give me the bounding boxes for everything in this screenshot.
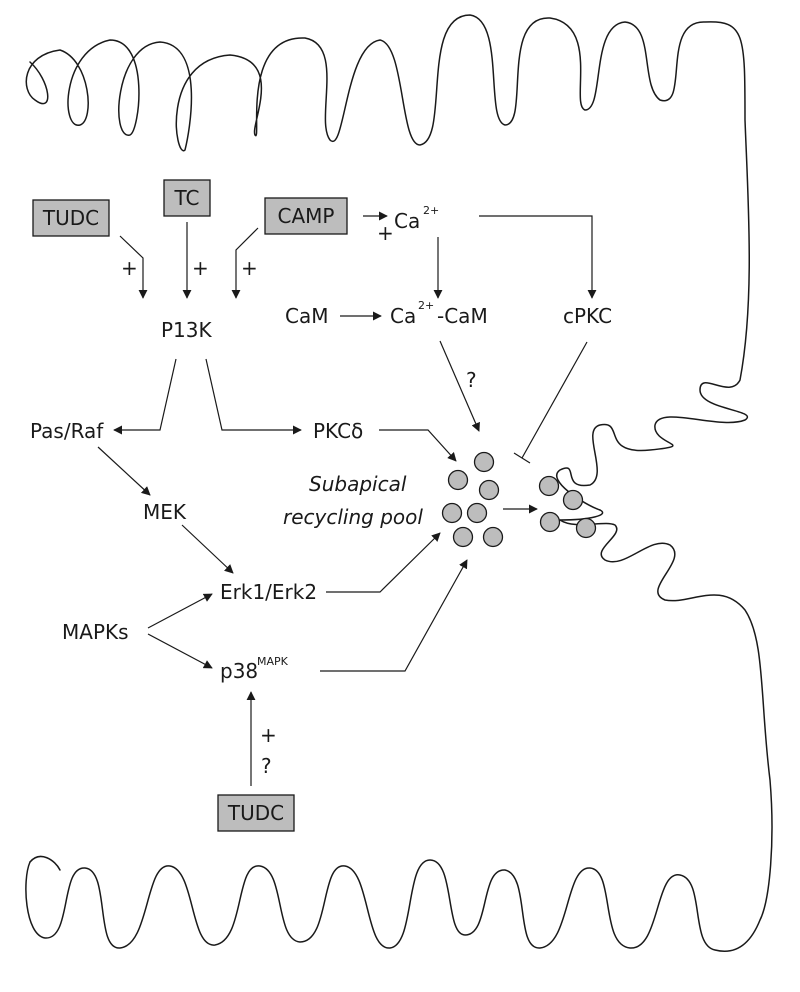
vesicle bbox=[452, 526, 474, 548]
pkc-delta-label: PKCδ bbox=[313, 419, 363, 443]
vesicle bbox=[466, 502, 488, 524]
tudc-bottom-box[interactable]: TUDC bbox=[217, 794, 295, 832]
vesicle bbox=[562, 489, 584, 511]
inhibition-bar bbox=[513, 452, 531, 464]
erk-label: Erk1/Erk2 bbox=[220, 580, 317, 604]
ca-superscript: 2+ bbox=[423, 204, 439, 217]
tudc-top-box[interactable]: TUDC bbox=[32, 199, 110, 237]
question-mark-cam: ? bbox=[466, 368, 477, 392]
ca-label: Ca bbox=[394, 209, 420, 233]
plus-sign-p38: + bbox=[260, 723, 277, 747]
arrow-pkc-delta-to-pool bbox=[379, 429, 457, 462]
vesicle bbox=[441, 502, 463, 524]
vesicle bbox=[538, 475, 560, 497]
camp-label: CAMP bbox=[278, 204, 335, 228]
p13k-label: P13K bbox=[161, 318, 213, 342]
arrow-erk-to-pool bbox=[326, 532, 441, 593]
arrow-pas-raf-to-mek bbox=[97, 446, 151, 496]
tudc-bottom-label: TUDC bbox=[227, 801, 284, 825]
p38-label: p38 bbox=[220, 659, 258, 683]
arrow-tudc-to-p13k bbox=[119, 235, 148, 299]
apical-membrane-top bbox=[25, 14, 751, 511]
lumen-channel bbox=[25, 519, 773, 952]
arrow-ca-cam-to-pool bbox=[439, 340, 480, 432]
vesicle bbox=[478, 479, 500, 501]
inhibition-cpkc-to-pool bbox=[521, 341, 588, 459]
pool-label-line2: recycling pool bbox=[283, 505, 423, 529]
fusing-vesicles bbox=[538, 475, 597, 539]
vesicle bbox=[575, 517, 597, 539]
camp-box[interactable]: CAMP bbox=[264, 197, 348, 235]
ca-cam-prefix: Ca bbox=[390, 304, 416, 328]
arrow-p13k-to-pkc-delta bbox=[205, 358, 302, 435]
tudc-top-label: TUDC bbox=[42, 206, 99, 230]
arrow-ca-to-cpkc bbox=[479, 215, 597, 299]
plus-sign-tudc: + bbox=[121, 256, 138, 280]
vesicle bbox=[482, 526, 504, 548]
basolateral-fold-left bbox=[29, 855, 61, 871]
arrow-mapks-to-erk bbox=[147, 593, 213, 629]
p38-superscript: MAPK bbox=[257, 655, 289, 668]
arrow-p38-to-pool bbox=[320, 559, 468, 672]
mapks-label: MAPKs bbox=[62, 620, 129, 644]
arrow-mek-to-erk bbox=[181, 524, 234, 574]
arrow-camp-to-p13k bbox=[231, 227, 259, 299]
microvilli-tip bbox=[559, 509, 604, 521]
vesicle bbox=[539, 511, 561, 533]
arrow-mapks-to-p38 bbox=[147, 633, 213, 669]
vesicle bbox=[447, 469, 469, 491]
arrow-p13k-to-pas-raf bbox=[113, 358, 177, 435]
cam-label: CaM bbox=[285, 304, 328, 328]
question-mark-p38: ? bbox=[261, 754, 272, 778]
pool-label-line1: Subapical bbox=[309, 472, 407, 496]
cpkc-label: cPKC bbox=[563, 304, 612, 328]
ca-cam-superscript: 2+ bbox=[418, 299, 434, 312]
pas-raf-label: Pas/Raf bbox=[30, 419, 104, 443]
plus-sign-ca: + bbox=[377, 221, 394, 245]
tc-box[interactable]: TC bbox=[163, 179, 211, 217]
plus-sign-camp: + bbox=[241, 256, 258, 280]
vesicle bbox=[473, 451, 495, 473]
plus-sign-tc: + bbox=[192, 256, 209, 280]
mek-label: MEK bbox=[143, 500, 187, 524]
ca-cam-suffix: -CaM bbox=[437, 304, 488, 328]
tc-label: TC bbox=[173, 186, 199, 210]
subapical-vesicle-cluster bbox=[441, 451, 504, 548]
